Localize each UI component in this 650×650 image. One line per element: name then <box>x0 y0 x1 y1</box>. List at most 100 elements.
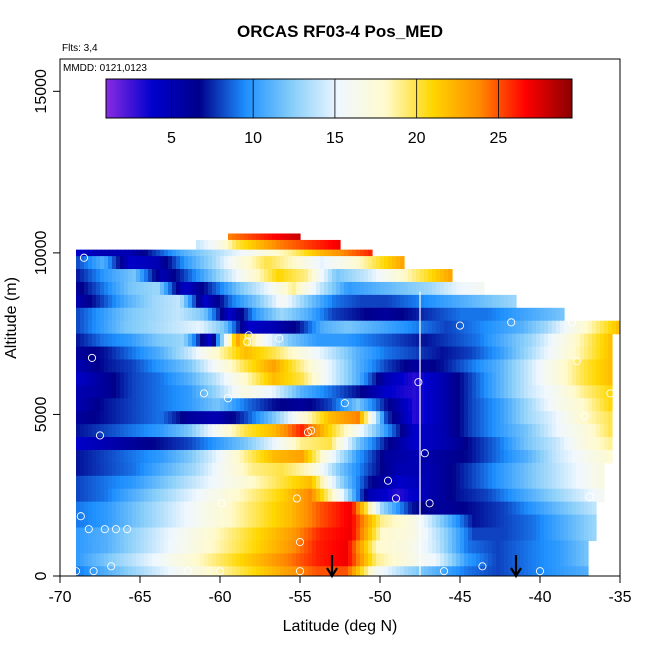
heat-cell <box>384 540 389 554</box>
heat-cell <box>224 359 229 374</box>
heat-cell <box>204 527 209 542</box>
heat-cell <box>280 320 285 335</box>
heat-cell <box>348 475 353 490</box>
heat-cell <box>272 320 277 335</box>
heat-cell <box>160 256 165 270</box>
heat-cell <box>424 424 429 438</box>
heat-cell <box>368 462 373 477</box>
heat-cell <box>148 359 153 374</box>
heat-cell <box>164 249 169 257</box>
heat-cell <box>392 346 397 361</box>
heat-cell <box>364 475 369 490</box>
heat-cell <box>248 424 253 438</box>
heat-cell <box>588 398 593 412</box>
heat-cell <box>156 294 161 309</box>
heat-cell <box>584 424 589 438</box>
heat-cell <box>92 501 97 516</box>
heat-cell <box>104 540 109 554</box>
heat-cell <box>104 566 109 576</box>
heat-cell <box>596 359 601 374</box>
heat-cell <box>608 372 613 386</box>
heat-cell <box>312 411 317 425</box>
heat-cell <box>92 475 97 490</box>
sample-point <box>217 499 226 508</box>
heat-cell <box>232 372 237 386</box>
heat-cell <box>400 398 405 412</box>
heat-cell <box>368 385 373 399</box>
heat-cell <box>260 501 265 516</box>
heat-cell <box>224 256 229 270</box>
heat-cell <box>216 346 221 361</box>
heat-cell <box>416 449 421 464</box>
heat-cell <box>404 540 409 554</box>
heat-cell <box>140 346 145 361</box>
heat-cell <box>556 398 561 412</box>
heat-cell <box>552 372 557 386</box>
heat-cell <box>144 281 149 296</box>
heat-cell <box>136 424 141 438</box>
heat-cell <box>412 424 417 438</box>
heat-cell <box>96 527 101 542</box>
heat-cell <box>400 346 405 361</box>
heat-cell <box>376 281 381 296</box>
heat-cell <box>308 475 313 490</box>
heat-cell <box>384 411 389 425</box>
heat-cell <box>280 249 285 257</box>
heat-cell <box>436 372 441 386</box>
heat-cell <box>244 488 249 503</box>
heat-cell <box>464 424 469 438</box>
heat-cell <box>484 398 489 412</box>
heat-cell <box>448 281 453 296</box>
heat-cell <box>200 437 205 451</box>
heat-cell <box>128 346 133 361</box>
heat-cell <box>188 514 193 529</box>
heat-cell <box>560 566 565 576</box>
heat-cell <box>452 475 457 490</box>
heat-cell <box>216 527 221 542</box>
heat-cell <box>304 372 309 386</box>
heat-cell <box>464 359 469 374</box>
heat-cell <box>76 269 81 283</box>
heat-cell <box>124 307 129 322</box>
heat-cell <box>508 333 513 348</box>
heat-cell <box>308 294 313 309</box>
heat-cell <box>80 566 85 576</box>
heat-cell <box>208 269 213 283</box>
x-tick-label: -65 <box>128 589 151 606</box>
heat-cell <box>480 281 485 296</box>
heat-cell <box>552 527 557 542</box>
heat-cell <box>200 553 205 567</box>
heat-cell <box>224 269 229 283</box>
heat-cell <box>528 553 533 567</box>
heat-cell <box>248 566 253 576</box>
heat-cell <box>256 346 261 361</box>
heat-cell <box>436 475 441 490</box>
heat-cell <box>548 540 553 554</box>
heat-cell <box>112 527 117 542</box>
heat-cell <box>400 501 405 516</box>
heat-cell <box>532 501 537 516</box>
heat-cell <box>296 249 301 257</box>
heat-cell <box>424 475 429 490</box>
heat-cell <box>120 281 125 296</box>
heat-cell <box>120 553 125 567</box>
heat-cell <box>192 488 197 503</box>
heat-cell <box>336 488 341 503</box>
heat-cell <box>452 488 457 503</box>
heat-cell <box>224 398 229 412</box>
heat-cell <box>300 320 305 335</box>
heat-cell <box>384 501 389 516</box>
heat-cell <box>180 294 185 309</box>
heat-cell <box>176 488 181 503</box>
heat-cell <box>508 411 513 425</box>
heat-cell <box>604 320 609 335</box>
heat-cell <box>316 553 321 567</box>
heat-cell <box>364 398 369 412</box>
heat-cell <box>252 540 257 554</box>
heat-cell <box>436 281 441 296</box>
heat-cell <box>476 294 481 309</box>
heat-cell <box>532 385 537 399</box>
heat-cell <box>288 269 293 283</box>
heat-cell <box>240 346 245 361</box>
heat-cell <box>168 488 173 503</box>
